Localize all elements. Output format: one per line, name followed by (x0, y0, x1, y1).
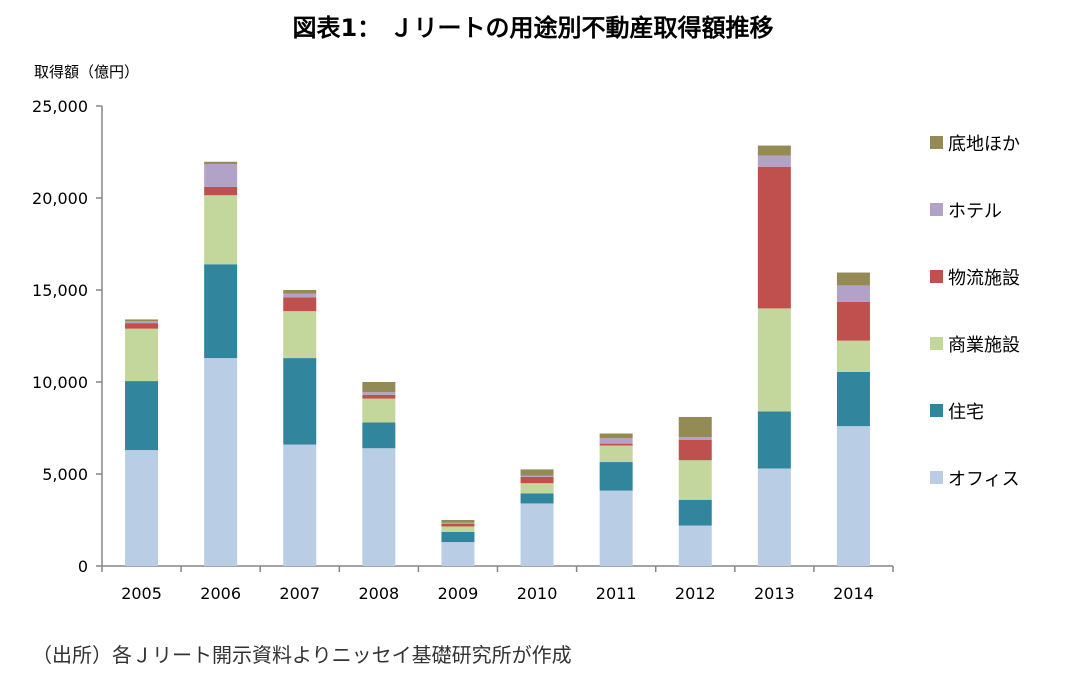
x-tick-label: 2006 (200, 584, 241, 603)
bar-segment (836, 285, 870, 302)
x-tick-label: 2010 (517, 584, 558, 603)
bar-segment (520, 475, 554, 477)
legend-label: 底地ほか (948, 134, 1020, 155)
bar-segment (441, 526, 475, 532)
y-tick-label: 20,000 (32, 189, 88, 208)
bar-segment (836, 371, 870, 427)
bar-segment (678, 499, 712, 526)
chart-title: 図表1： Ｊリートの用途別不動産取得額推移 (292, 14, 773, 42)
bar-segment (836, 426, 870, 566)
bar-segment (441, 531, 475, 543)
bar-segment (362, 448, 396, 566)
bar-segment (283, 358, 317, 445)
bar-segment (204, 358, 238, 566)
bar-segment (283, 297, 317, 312)
bar-segment (283, 311, 317, 359)
legend-label: 物流施設 (948, 268, 1020, 289)
y-tick-label: 15,000 (32, 281, 88, 300)
x-tick-labels: 2005 2006 2007 2008 2009 2010 2011 2012 2013 2014 (101, 566, 894, 603)
y-tick-label: 25,000 (32, 97, 88, 116)
bar-segment (520, 476, 554, 484)
bar-segment (362, 398, 396, 423)
x-tick-label: 2011 (596, 584, 637, 603)
legend-swatch (930, 471, 943, 484)
bar-segment (599, 443, 633, 446)
bar-segment (125, 328, 159, 382)
bar-segment (520, 469, 554, 476)
legend-label: 住宅 (948, 402, 984, 423)
bar-segment (757, 145, 791, 156)
x-tick-label: 2005 (121, 584, 162, 603)
bar-segment (520, 503, 554, 566)
bar-segment (441, 523, 475, 527)
bar-segment (125, 450, 159, 566)
bar-segment (125, 381, 159, 451)
bar-segment (283, 444, 317, 566)
bar-segment (678, 439, 712, 461)
bar-segment (520, 483, 554, 494)
legend-label: ホテル (948, 201, 1002, 222)
bar-segment (757, 166, 791, 309)
bar-segment (441, 542, 475, 566)
legend-label: オフィス (948, 469, 1020, 490)
bar-segment (757, 468, 791, 566)
bar-segment (678, 525, 712, 566)
bar-segment (204, 161, 238, 164)
x-tick-label: 2014 (833, 584, 874, 603)
bar-segment (599, 433, 633, 439)
x-tick-label: 2008 (358, 584, 399, 603)
x-tick-label: 2012 (675, 584, 716, 603)
bar-segment (599, 438, 633, 444)
x-tick-label: 2009 (438, 584, 479, 603)
bar-segment (599, 445, 633, 463)
bar-segment (757, 155, 791, 167)
bar-segment (283, 293, 317, 298)
bar-segment (362, 382, 396, 393)
bar-segment (283, 290, 317, 294)
bar-segment (678, 416, 712, 438)
bar-segment (125, 321, 159, 324)
bar-segment (599, 462, 633, 491)
legend-swatch (930, 404, 943, 417)
bar-segment (441, 522, 475, 524)
bar-segment (125, 323, 159, 329)
bar-segment (678, 460, 712, 500)
bar-segment (757, 411, 791, 469)
bar-segment (520, 493, 554, 504)
legend-label: 商業施設 (948, 335, 1020, 356)
x-tick-label: 2007 (279, 584, 320, 603)
bar-segment (836, 272, 870, 286)
y-tick-label: 0 (78, 557, 88, 576)
bar-segment (204, 163, 238, 187)
legend-swatch (930, 136, 943, 149)
bar-segment (441, 520, 475, 523)
bar-segment (678, 437, 712, 440)
bars-group (125, 145, 870, 566)
bar-segment (362, 394, 396, 399)
source-note: （出所）各Ｊリート開示資料よりニッセイ基礎研究所が作成 (32, 643, 572, 667)
bar-segment (204, 186, 238, 196)
legend-swatch (930, 337, 943, 350)
legend-swatch (930, 203, 943, 216)
bar-segment (362, 392, 396, 395)
bar-segment (599, 490, 633, 566)
y-tick-label: 10,000 (32, 373, 88, 392)
bar-segment (836, 301, 870, 341)
y-tick-label: 5,000 (42, 465, 88, 484)
legend-swatch (930, 270, 943, 283)
bar-segment (836, 340, 870, 372)
y-tick-labels: 0 5,000 10,000 15,000 20,000 25,000 (32, 97, 102, 576)
bar-segment (125, 319, 159, 322)
bar-segment (204, 195, 238, 265)
bar-segment (204, 264, 238, 359)
x-tick-label: 2013 (754, 584, 795, 603)
y-axis-unit-label: 取得額（億円） (34, 63, 139, 81)
bar-segment (757, 308, 791, 412)
bar-segment (362, 422, 396, 449)
